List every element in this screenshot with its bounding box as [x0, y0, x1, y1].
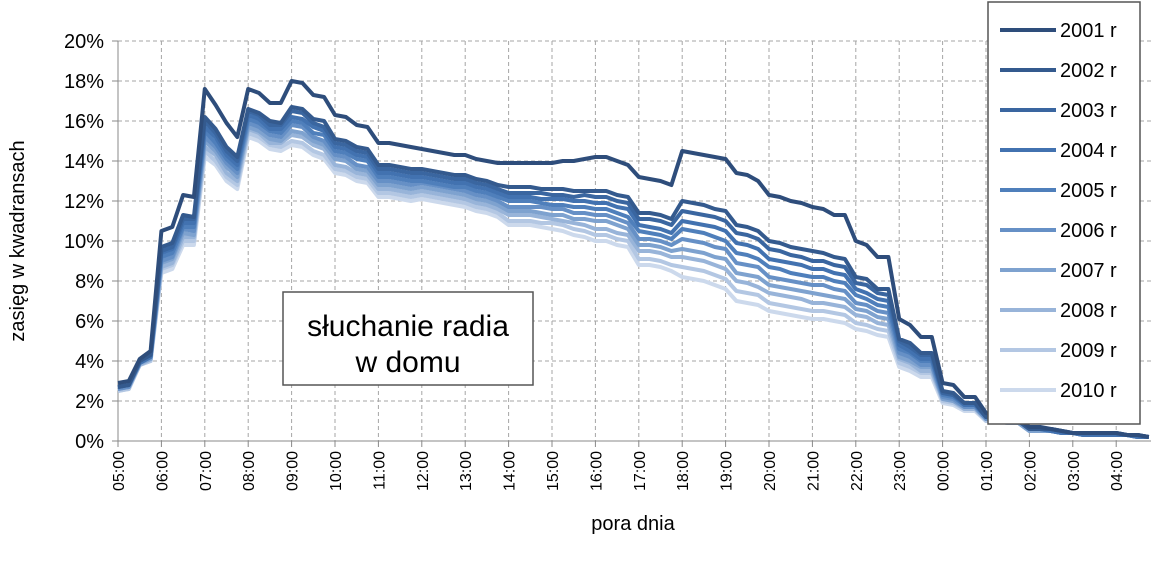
x-tick-label: 05:00 [111, 451, 128, 491]
y-tick-label: 16% [64, 111, 104, 133]
annotation-box [282, 291, 534, 386]
x-tick-label: 07:00 [198, 451, 215, 491]
annotation-text: słuchanie radia [307, 310, 509, 343]
y-tick-label: 8% [75, 271, 104, 293]
x-tick-label: 20:00 [762, 451, 779, 491]
legend-label: 2005 r [1060, 180, 1117, 202]
y-tick-label: 4% [75, 351, 104, 373]
x-tick-label: 15:00 [545, 451, 562, 491]
y-tick-label: 10% [64, 231, 104, 253]
x-axis-title: pora dnia [591, 513, 675, 535]
y-tick-label: 20% [64, 31, 104, 53]
legend-label: 2002 r [1060, 60, 1117, 82]
y-tick-label: 0% [75, 431, 104, 453]
y-axis-title: zasięg w kwadransach [7, 140, 29, 341]
x-tick-label: 03:00 [1066, 451, 1083, 491]
legend-box [987, 1, 1141, 425]
legend-label: 2003 r [1060, 100, 1117, 122]
x-tick-label: 00:00 [936, 451, 953, 491]
legend-label: 2009 r [1060, 340, 1117, 362]
legend-label: 2008 r [1060, 300, 1117, 322]
series-line [117, 105, 1150, 439]
legend-label: 2006 r [1060, 220, 1117, 242]
x-tick-label: 21:00 [805, 451, 822, 491]
x-tick-label: 12:00 [415, 451, 432, 491]
x-tick-label: 11:00 [371, 451, 388, 490]
x-tick-label: 10:00 [328, 451, 345, 491]
legend: 2001 r 2002 r 2003 r 2004 r 2005 r 2006 r 2007… [987, 1, 1141, 425]
x-tick-label: 16:00 [588, 451, 605, 491]
x-tick-label: 23:00 [892, 451, 909, 491]
y-tick-label: 6% [75, 311, 104, 333]
y-tick-label: 2% [75, 391, 104, 413]
legend-label: 2007 r [1060, 260, 1117, 282]
x-tick-label: 18:00 [675, 451, 692, 491]
x-tick-label: 04:00 [1109, 451, 1126, 491]
legend-label: 2001 r [1060, 20, 1117, 42]
legend-label: 2010 r [1060, 380, 1117, 402]
x-tick-label: 01:00 [979, 451, 996, 491]
legend-label: 2004 r [1060, 140, 1117, 162]
x-tick-label: 06:00 [154, 451, 171, 491]
y-tick-label: 18% [64, 71, 104, 93]
x-tick-label: 08:00 [241, 451, 258, 491]
x-tick-label: 17:00 [632, 451, 649, 491]
x-tick-label: 02:00 [1022, 451, 1039, 491]
annotation-text: w domu [354, 346, 460, 379]
x-tick-label: 09:00 [285, 451, 302, 491]
y-tick-label: 14% [64, 151, 104, 173]
y-tick-label: 12% [64, 191, 104, 213]
x-tick-label: 14:00 [502, 451, 519, 491]
x-tick-label: 22:00 [849, 451, 866, 491]
series-line [117, 79, 1150, 439]
x-tick-label: 13:00 [458, 451, 475, 491]
x-tick-label: 19:00 [719, 451, 736, 491]
